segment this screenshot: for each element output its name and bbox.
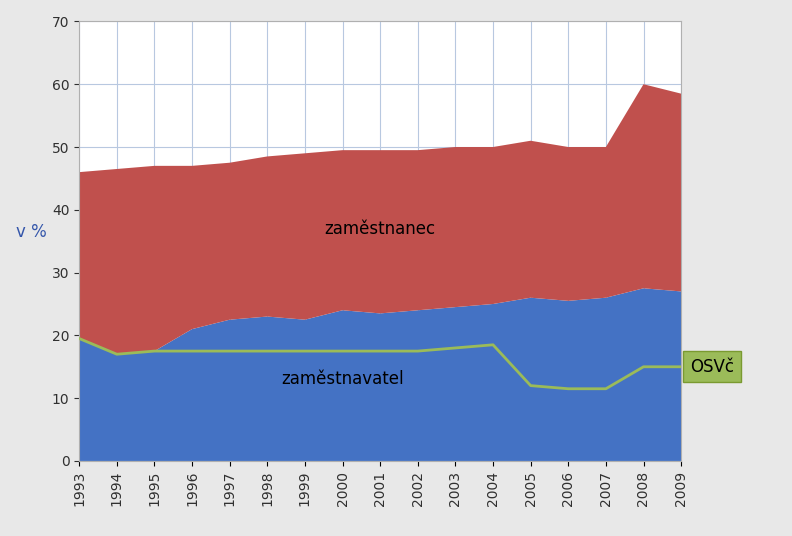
Text: zaměstnanec: zaměstnanec xyxy=(325,220,436,237)
Text: zaměstnavatel: zaměstnavatel xyxy=(281,370,404,389)
Y-axis label: v %: v % xyxy=(16,223,47,241)
Text: OSVč: OSVč xyxy=(690,358,734,376)
